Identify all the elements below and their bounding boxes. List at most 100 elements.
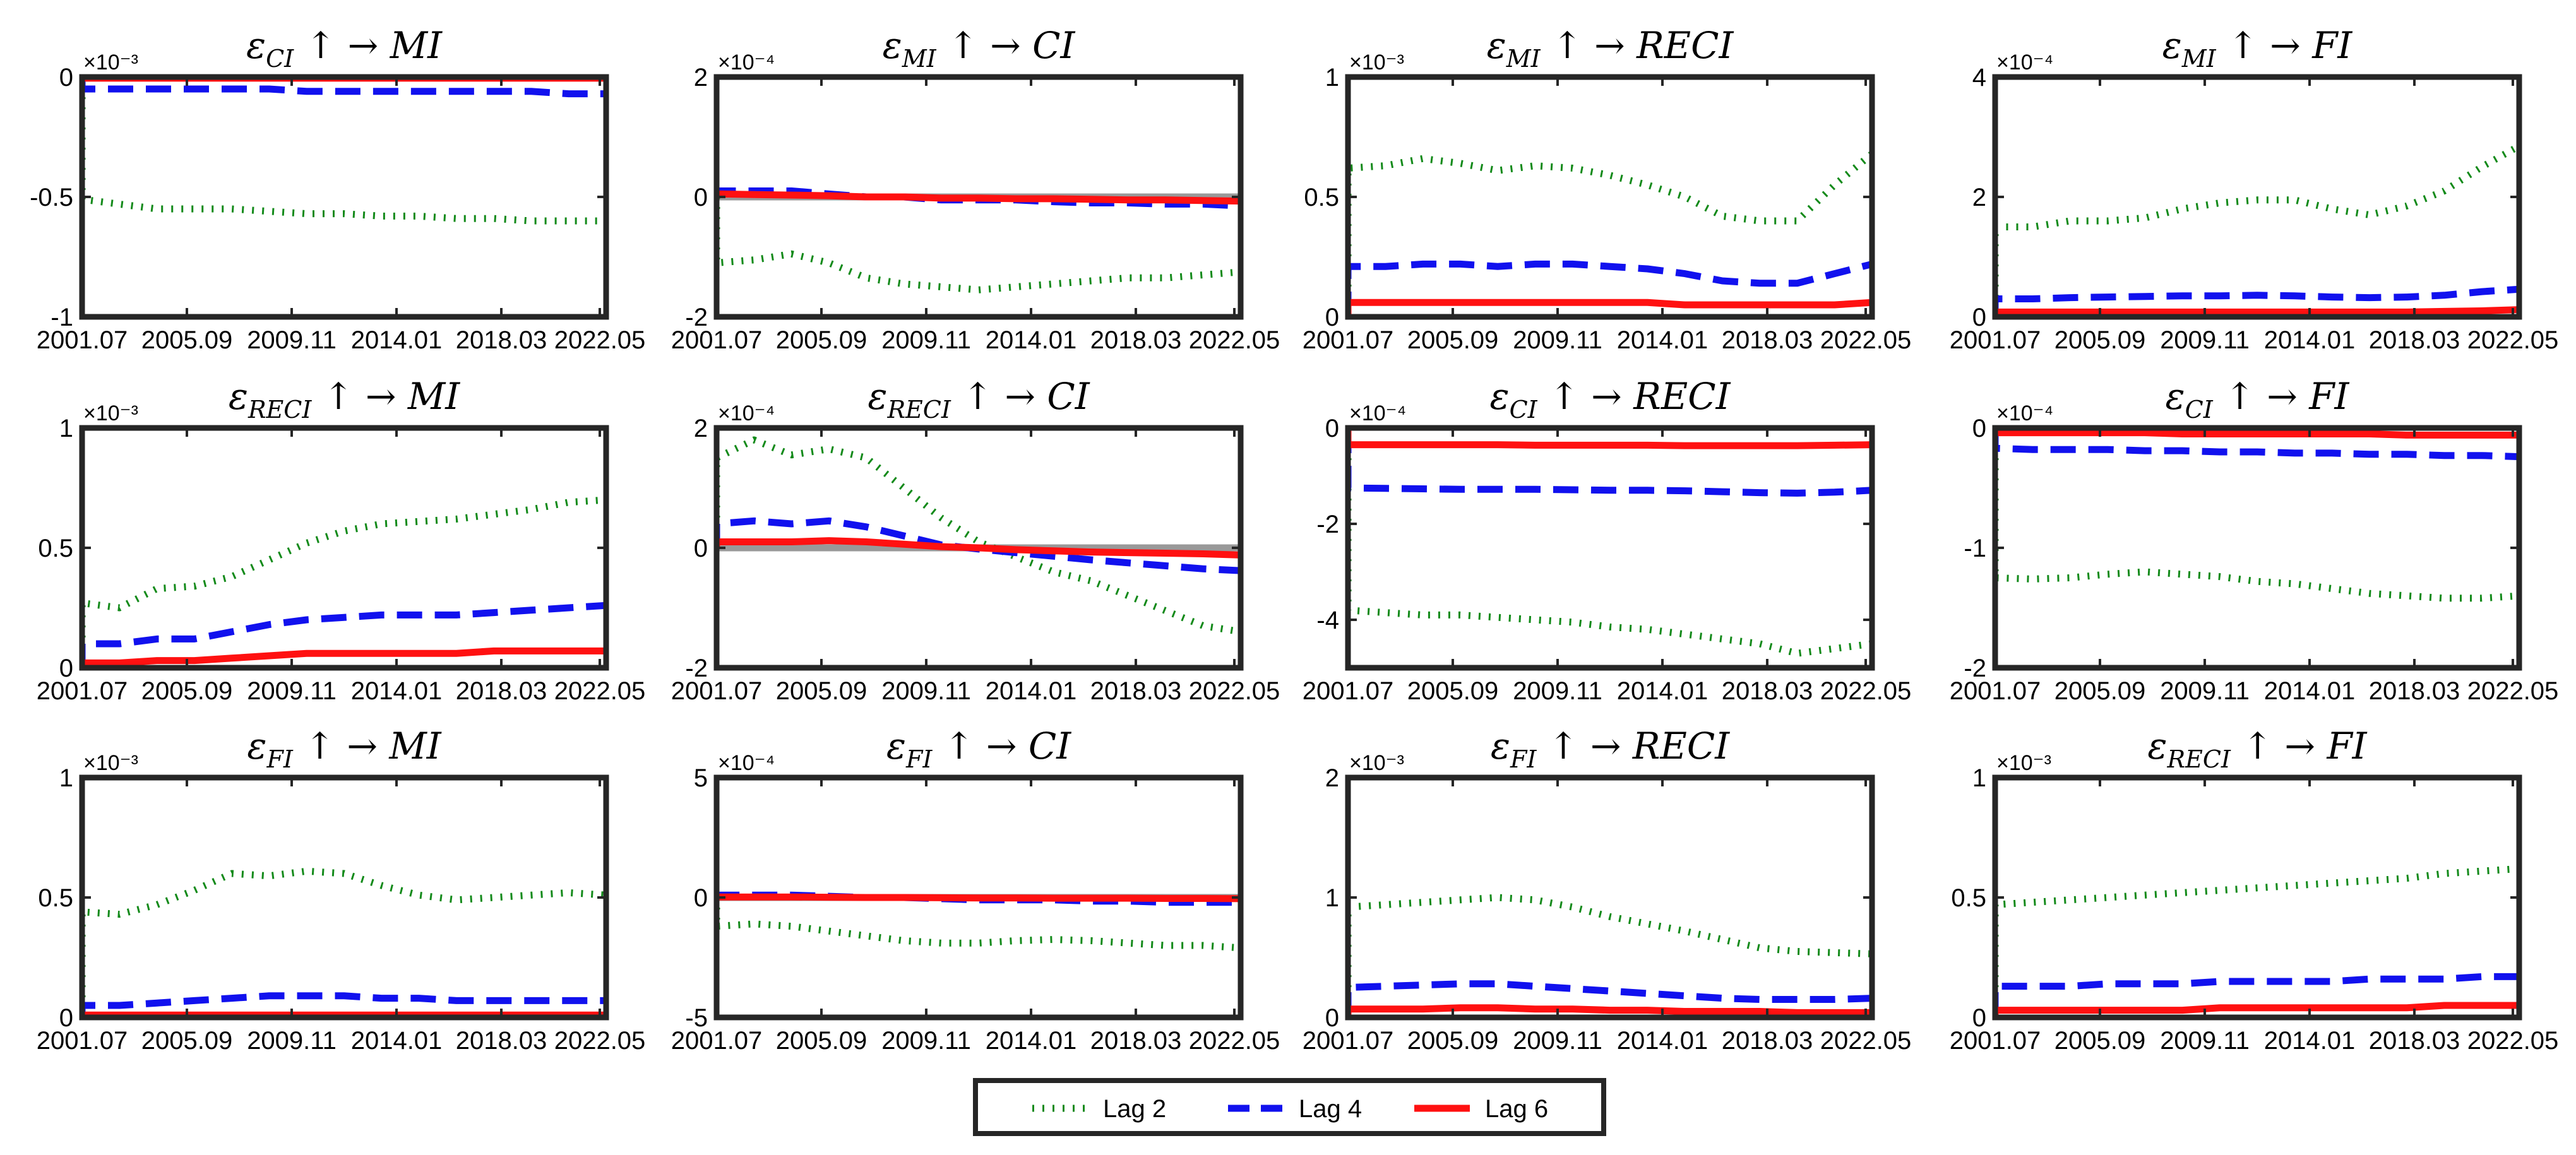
y-tick-label: 2 [1972, 184, 1986, 211]
legend: Lag 2 Lag 4 Lag 6 [973, 1078, 1606, 1136]
x-tick-label: 2001.07 [1950, 1027, 2041, 1055]
x-tick-label: 2014.01 [351, 677, 443, 705]
series-line-lag-2 [1348, 428, 1872, 657]
panel-p9: 0 0.5 1 2001.07 2005.09 2009.11 2014.01 2018.03… [37, 725, 646, 1055]
panel-p5: 0 0.5 1 2001.07 2005.09 2009.11 2014.01 2018.03… [37, 375, 646, 705]
y-tick-label: 1 [1972, 764, 1986, 792]
x-tick-label: 2014.01 [351, 326, 443, 354]
x-tick-label: 2009.11 [247, 677, 337, 705]
panel-title: εCI ↑ → FI [2166, 375, 2350, 424]
x-tick-label: 2009.11 [2160, 326, 2250, 354]
axes-frame [79, 425, 609, 671]
x-tick-label: 2018.03 [1090, 677, 1182, 705]
x-tick-label: 2009.11 [247, 326, 337, 354]
axes-frame [1345, 774, 1875, 1021]
x-tick-label: 2014.01 [2264, 326, 2356, 354]
panel-p2: -2 0 2 2001.07 2005.09 2009.11 2014.01 2018.03 2… [671, 24, 1280, 354]
x-tick-label: 2005.09 [2054, 1027, 2146, 1055]
x-tick-label: 2018.03 [456, 677, 547, 705]
y-scale-exponent: ×10⁻³ [83, 751, 138, 775]
x-tick-label: 2005.09 [1407, 677, 1499, 705]
x-tick-label: 2022.05 [1189, 677, 1280, 705]
x-tick-label: 2005.09 [141, 677, 233, 705]
series-line-lag-6 [1995, 428, 2519, 439]
series-line-lag-2 [717, 197, 1241, 293]
x-tick-label: 2009.11 [247, 1027, 337, 1055]
x-tick-label: 2005.09 [1407, 1027, 1499, 1055]
panel-title: εCI ↑ → RECI [1489, 375, 1731, 424]
series-line-lag-2 [82, 867, 606, 1017]
x-tick-label: 2014.01 [351, 1027, 443, 1055]
panel-title: εMI ↑ → CI [883, 24, 1076, 73]
series-line-lag-2 [1995, 865, 2519, 1017]
x-tick-label: 2005.09 [1407, 326, 1499, 354]
series-line-lag-4 [1348, 260, 1872, 317]
series-line-lag-6 [717, 190, 1241, 205]
series-line-lag-2 [1995, 143, 2519, 317]
x-tick-label: 2001.07 [37, 677, 128, 705]
y-tick-label: 4 [1972, 64, 1986, 92]
x-tick-label: 2018.03 [1722, 1027, 1813, 1055]
y-scale-exponent: ×10⁻⁴ [718, 401, 775, 425]
y-tick-label: 0.5 [38, 535, 73, 562]
x-tick-label: 2005.09 [776, 326, 868, 354]
x-tick-label: 2022.05 [1820, 677, 1912, 705]
y-tick-label: 1 [1325, 64, 1339, 92]
axes-frame [1992, 425, 2522, 671]
x-tick-label: 2018.03 [2369, 677, 2460, 705]
panel-title: εFI ↑ → RECI [1491, 725, 1730, 773]
x-tick-label: 2005.09 [141, 326, 233, 354]
y-tick-label: -2 [1964, 654, 1986, 682]
series-line-lag-6 [1348, 428, 1872, 449]
x-tick-label: 2014.01 [986, 677, 1077, 705]
series-line-lag-2 [82, 496, 606, 668]
panel-p3: 0 0.5 1 2001.07 2005.09 2009.11 2014.01 2018.03… [1303, 24, 1912, 354]
series-line-lag-4 [1348, 428, 1872, 497]
panel-p1: -1 -0.5 0 2001.07 2005.09 2009.11 2014.01 2018.… [30, 24, 645, 354]
x-tick-label: 2014.01 [1617, 677, 1708, 705]
series-line-lag-4 [82, 601, 606, 668]
x-tick-label: 2001.07 [1303, 326, 1394, 354]
y-tick-label: 0 [694, 535, 708, 562]
series-line-lag-2 [1348, 151, 1872, 317]
y-scale-exponent: ×10⁻³ [83, 50, 138, 74]
series-line-lag-4 [1348, 980, 1872, 1017]
y-scale-exponent: ×10⁻⁴ [718, 751, 775, 775]
series-line-lag-2 [1348, 894, 1872, 1017]
x-tick-label: 2022.05 [1820, 326, 1912, 354]
legend-label: Lag 6 [1485, 1095, 1548, 1123]
x-tick-label: 2001.07 [1303, 677, 1394, 705]
x-tick-label: 2022.05 [1189, 1027, 1280, 1055]
x-tick-label: 2022.05 [554, 326, 646, 354]
x-tick-label: 2001.07 [671, 326, 763, 354]
y-tick-label: -2 [685, 654, 708, 682]
legend-label: Lag 2 [1103, 1095, 1166, 1123]
panel-p11: 0 1 2 2001.07 2005.09 2009.11 2014.01 2018.03 20… [1303, 725, 1912, 1055]
y-tick-label: -1 [1964, 535, 1986, 562]
series-line-lag-6 [717, 537, 1241, 559]
y-tick-label: 0 [694, 184, 708, 211]
y-tick-label: -2 [1316, 511, 1339, 538]
x-tick-label: 2022.05 [554, 1027, 646, 1055]
series-line-lag-6 [82, 647, 606, 668]
x-tick-label: 2009.11 [881, 326, 971, 354]
x-tick-label: 2009.11 [1513, 677, 1602, 705]
x-tick-label: 2014.01 [2264, 1027, 2356, 1055]
y-tick-label: 0 [59, 1004, 73, 1032]
series-line-lag-2 [717, 897, 1241, 952]
y-tick-label: 0 [694, 884, 708, 912]
panel-title: εRECI ↑ → MI [229, 375, 460, 424]
y-tick-label: 0 [1972, 1004, 1986, 1032]
x-tick-label: 2018.03 [456, 1027, 547, 1055]
x-tick-label: 2018.03 [2369, 326, 2460, 354]
x-tick-label: 2014.01 [2264, 677, 2356, 705]
y-tick-label: 0 [59, 654, 73, 682]
axes-frame [79, 774, 609, 1021]
y-tick-label: -1 [51, 304, 73, 331]
series-line-lag-2 [82, 77, 606, 225]
y-tick-label: 0 [59, 64, 73, 92]
y-tick-label: 0 [1972, 304, 1986, 331]
x-tick-label: 2005.09 [776, 1027, 868, 1055]
y-tick-label: 0.5 [1951, 884, 1986, 912]
y-tick-label: 0 [1325, 415, 1339, 442]
